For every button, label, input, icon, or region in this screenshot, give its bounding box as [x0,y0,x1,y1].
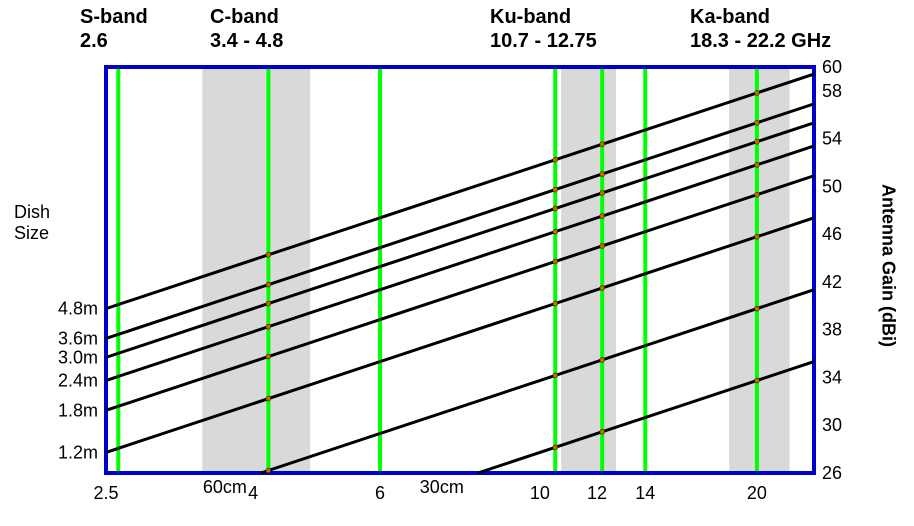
intersection-dot [754,192,759,197]
intersection-dot [266,252,271,257]
intersection-dot [754,162,759,167]
intersection-dot [600,190,605,195]
intersection-dot [600,285,605,290]
intersection-dot [266,396,271,401]
intersection-dot [266,468,271,473]
y-tick-label: 34 [822,367,842,387]
intersection-dot [553,206,558,211]
series-label: 30cm [420,477,464,497]
series-label: 3.0m [58,347,98,367]
intersection-dot [754,120,759,125]
intersection-dot [266,324,271,329]
intersection-dot [266,282,271,287]
intersection-dot [553,301,558,306]
y-tick-label: 26 [822,463,842,483]
series-label: 3.6m [58,328,98,348]
intersection-dot [754,90,759,95]
intersection-dot [754,234,759,239]
intersection-dot [553,187,558,192]
x-tick-label: 20 [747,483,767,503]
intersection-dot [754,378,759,383]
x-tick-label: 14 [635,483,655,503]
intersection-dot [553,259,558,264]
intersection-dot [553,229,558,234]
y-tick-label: 58 [822,81,842,101]
y-tick-label: 46 [822,224,842,244]
intersection-dot [600,214,605,219]
intersection-dot [600,357,605,362]
y-tick-label: 42 [822,272,842,292]
intersection-dot [553,157,558,162]
x-tick-label: 6 [375,483,385,503]
x-tick-label: 4 [248,483,258,503]
y-tick-label: 50 [822,176,842,196]
y-tick-label: 60 [822,57,842,77]
series-label: 2.4m [58,371,98,391]
intersection-dot [553,373,558,378]
antenna-gain-chart: 4.8m3.6m3.0m2.4m1.8m1.2m60cm30cm2.546101… [0,0,914,526]
intersection-dot [600,142,605,147]
series-label: 60cm [203,477,247,497]
intersection-dot [600,429,605,434]
series-label: 1.2m [58,442,98,462]
intersection-dot [553,445,558,450]
y-tick-label: 30 [822,415,842,435]
series-label: 1.8m [58,400,98,420]
x-tick-label: 2.5 [93,483,118,503]
intersection-dot [266,301,271,306]
series-label: 4.8m [58,299,98,319]
intersection-dot [600,243,605,248]
intersection-dot [600,172,605,177]
x-tick-label: 12 [587,483,607,503]
intersection-dot [754,139,759,144]
band-shade [561,67,616,473]
y-tick-label: 38 [822,320,842,340]
intersection-dot [754,306,759,311]
intersection-dot [266,354,271,359]
x-tick-label: 10 [530,483,550,503]
y-tick-label: 54 [822,129,842,149]
